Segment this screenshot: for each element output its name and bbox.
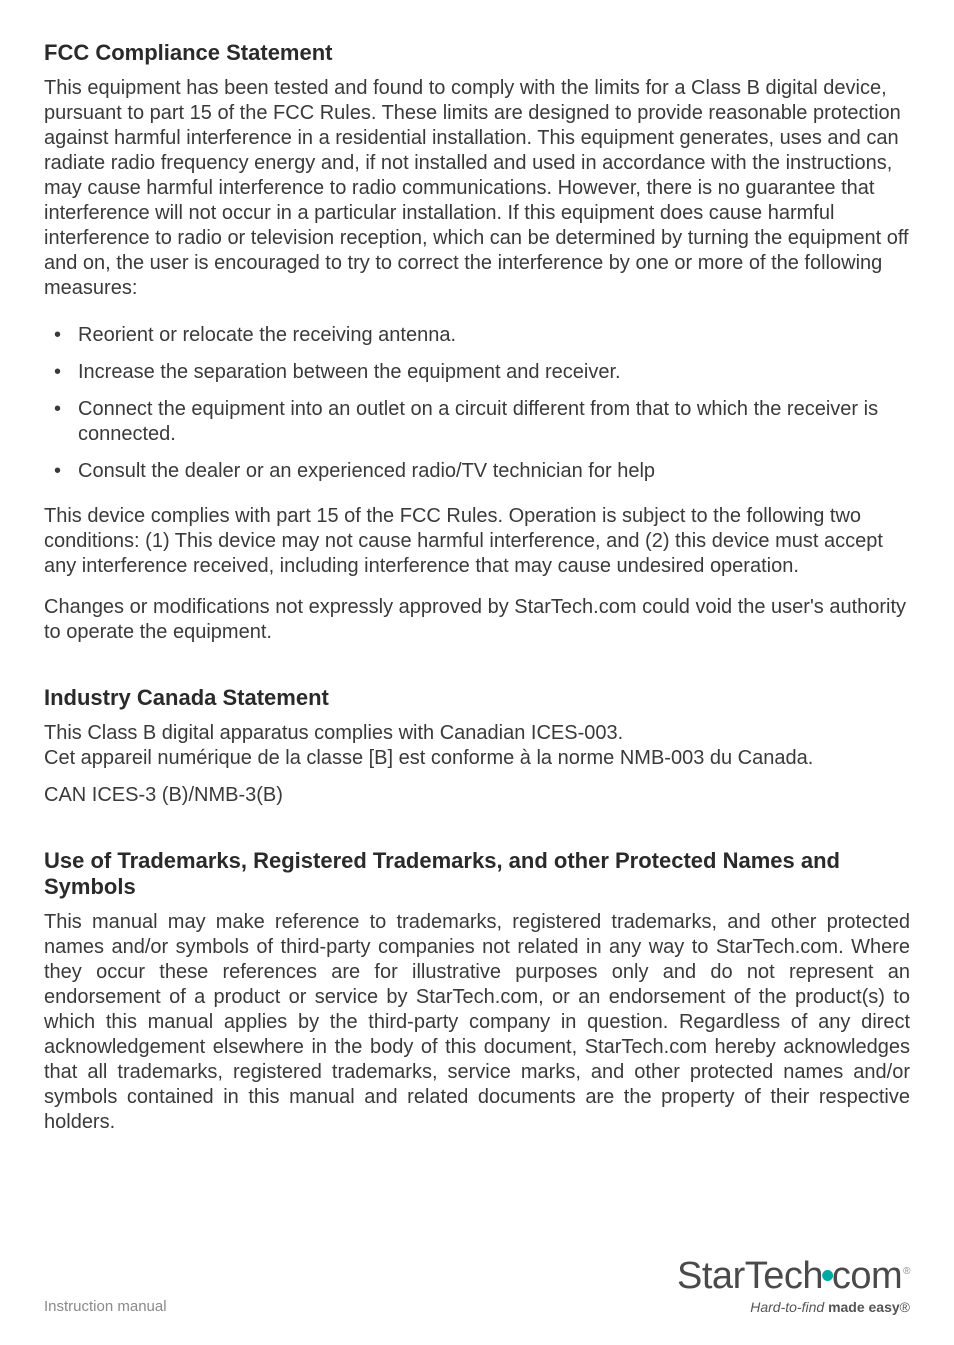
fcc-bullet-list: Reorient or relocate the receiving anten… <box>44 317 910 490</box>
trademarks-heading: Use of Trademarks, Registered Trademarks… <box>44 848 910 900</box>
tagline-registered-mark: ® <box>900 1299 910 1315</box>
industry-canada-compliance: This Class B digital apparatus complies … <box>44 721 910 771</box>
section-spacer <box>44 661 910 685</box>
industry-canada-line-fr: Cet appareil numérique de la classe [B] … <box>44 746 910 771</box>
fcc-bullet-item: Connect the equipment into an outlet on … <box>48 391 910 453</box>
logo-wordmark: StarTech•com® <box>677 1257 910 1295</box>
logo-tagline: Hard-to-find made easy® <box>677 1299 910 1315</box>
fcc-bullet-item: Consult the dealer or an experienced rad… <box>48 453 910 490</box>
fcc-modifications-paragraph: Changes or modifications not expressly a… <box>44 595 910 645</box>
industry-canada-heading: Industry Canada Statement <box>44 685 910 711</box>
fcc-intro-paragraph: This equipment has been tested and found… <box>44 76 910 301</box>
industry-canada-line-en: This Class B digital apparatus complies … <box>44 721 910 746</box>
startech-logo: StarTech•com® Hard-to-find made easy® <box>677 1257 910 1315</box>
fcc-conditions-paragraph: This device complies with part 15 of the… <box>44 504 910 579</box>
footer-manual-label: Instruction manual <box>44 1298 167 1315</box>
tagline-part-italic: Hard-to-find <box>750 1299 828 1315</box>
logo-part-tech: Tech <box>745 1255 823 1297</box>
logo-registered-mark: ® <box>903 1266 910 1277</box>
fcc-heading: FCC Compliance Statement <box>44 40 910 66</box>
trademarks-body: This manual may make reference to tradem… <box>44 910 910 1135</box>
fcc-bullet-item: Increase the separation between the equi… <box>48 354 910 391</box>
logo-part-star: Star <box>677 1255 745 1297</box>
document-page: FCC Compliance Statement This equipment … <box>0 0 954 1345</box>
section-spacer <box>44 824 910 848</box>
industry-canada-ices-code: CAN ICES-3 (B)/NMB-3(B) <box>44 783 910 808</box>
fcc-bullet-item: Reorient or relocate the receiving anten… <box>48 317 910 354</box>
logo-part-com: com <box>832 1255 902 1297</box>
tagline-part-bold: made easy <box>828 1299 900 1315</box>
page-footer: Instruction manual StarTech•com® Hard-to… <box>44 1257 910 1315</box>
